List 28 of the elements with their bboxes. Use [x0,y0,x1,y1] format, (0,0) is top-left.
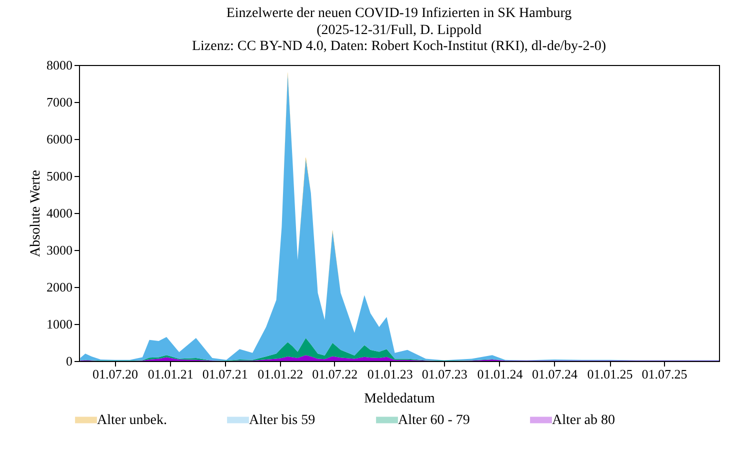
y-tick-label: 1000 [46,316,72,332]
x-tick-label: 01.01.25 [587,366,633,382]
x-tick-label: 01.07.22 [312,366,358,382]
legend-label: Alter ab 80 [552,413,615,428]
chart-title: Einzelwerte der neuen COVID-19 Infizierten in SK Hamburg [226,6,572,21]
x-tick-label: 01.01.24 [477,366,524,382]
x-tick-label: 01.01.22 [258,366,304,382]
legend-label: Alter unbek. [97,413,167,428]
y-tick-label: 7000 [46,94,72,110]
x-tick-label: 01.01.23 [367,366,413,382]
x-tick-label: 01.07.25 [642,366,688,382]
y-tick-label: 3000 [46,242,72,258]
y-tick-label: 5000 [46,168,72,184]
legend-label: Alter 60 - 79 [398,413,470,428]
y-axis-title: Absolute Werte [28,170,44,257]
y-tick-label: 4000 [46,206,72,220]
y-tick-label: 6000 [46,132,72,146]
x-axis-title: Meldedatum [364,392,435,406]
x-tick-label: 01.07.21 [202,366,248,382]
x-tick-label: 01.01.21 [148,366,194,382]
chart-subtitle: (2025-12-31/Full, D. Lippold Lizenz: CC BY-ND 4.0, Daten: Robert Koch-Institut (RKI), dl-de/by-2-0) [192,23,606,54]
y-tick-label: 8000 [46,58,72,72]
legend-label: Alter bis 59 [249,413,316,428]
x-tick-label: 01.07.20 [92,366,138,382]
y-tick-label: 2000 [46,280,72,294]
x-tick-label: 01.07.24 [532,366,578,382]
x-tick-label: 01.07.23 [422,366,468,382]
y-tick-label: 0 [66,354,72,368]
